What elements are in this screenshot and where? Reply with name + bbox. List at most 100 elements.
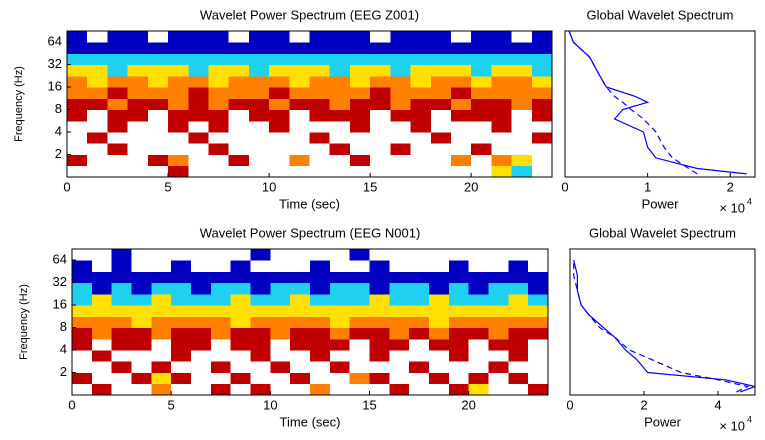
heat-cell (131, 293, 152, 306)
heat-cell (369, 249, 390, 261)
heat-cell (369, 305, 390, 317)
heat-cell (91, 282, 113, 295)
heat-cell (349, 53, 371, 66)
heat-cell (171, 249, 192, 261)
x-tick-label: 5 (164, 179, 171, 194)
heat-cell (528, 338, 548, 351)
heat-cell (127, 154, 149, 167)
heat-cell (430, 87, 452, 99)
heat-cell (468, 293, 490, 306)
heat-cell (329, 98, 351, 111)
heat-cell (248, 142, 270, 155)
heat-cell (131, 383, 152, 395)
x-exponent: 4 (747, 414, 752, 424)
heat-cell (309, 120, 331, 133)
heat-cell (491, 131, 513, 144)
heat-cell (228, 31, 250, 43)
heat-cell (147, 154, 169, 167)
heat-cell (450, 120, 472, 133)
heat-cell (410, 142, 432, 155)
heat-cell (349, 271, 371, 284)
heat-cell (208, 87, 230, 99)
heat-cell (91, 338, 113, 351)
heat-cell (91, 327, 113, 340)
heat-cell (389, 338, 410, 351)
heat-cell (448, 271, 470, 284)
heat-cell (508, 305, 529, 317)
spectrum-line (568, 31, 698, 175)
heat-cell (389, 316, 410, 329)
heat-cell (191, 260, 212, 272)
heat-cell (429, 360, 450, 373)
heat-cell (270, 293, 291, 306)
heat-cell (171, 271, 192, 284)
heat-cell (409, 305, 430, 317)
x-tick-label: 2 (727, 179, 734, 194)
axes-frame (71, 248, 549, 396)
heat-cell (188, 64, 210, 77)
heat-cell (248, 75, 270, 88)
heat-cell (349, 142, 371, 155)
heat-cell (269, 154, 290, 167)
heat-cell (369, 338, 390, 351)
heat-cell (329, 42, 351, 54)
heat-cell (389, 260, 410, 272)
heat-cell (429, 338, 450, 351)
heat-cell (448, 282, 470, 295)
heat-cell (270, 316, 291, 329)
heat-cell (230, 271, 252, 284)
heat-cell (370, 120, 391, 133)
heat-cell (230, 293, 252, 306)
heat-cell (349, 360, 371, 373)
heat-cell (430, 98, 452, 111)
heat-cell (531, 109, 552, 122)
heat-cell (389, 383, 410, 395)
x-tick-label: 15 (362, 397, 376, 412)
x-tick-label: 4 (714, 397, 721, 412)
heat-cell (488, 338, 509, 351)
heat-cell (87, 75, 109, 88)
heat-cell (511, 87, 533, 99)
y-tick-label: 2 (60, 364, 67, 379)
heat-cell (309, 75, 331, 88)
heat-cell (228, 75, 250, 88)
heat-cell (390, 42, 412, 54)
heat-cell (390, 131, 412, 144)
heat-cell (430, 42, 452, 54)
heat-cell (248, 120, 270, 133)
heat-cell (430, 165, 452, 177)
heat-cell (309, 154, 331, 167)
heat-cell (488, 293, 509, 306)
heat-cell (511, 31, 533, 43)
heat-cell (370, 42, 391, 54)
heat-cell (107, 98, 129, 111)
heat-cell (531, 120, 552, 133)
heat-cell (329, 87, 351, 99)
heat-cell (289, 64, 311, 77)
heat-cell (208, 31, 230, 43)
x-tick-label: 20 (464, 179, 478, 194)
heat-cell (269, 31, 290, 43)
heat-cell (531, 31, 552, 43)
heat-cell (389, 360, 410, 373)
heat-cell (250, 316, 271, 329)
panel-title: Global Wavelet Spectrum (589, 225, 736, 240)
heat-cell (131, 316, 152, 329)
heat-cell (171, 305, 192, 317)
heat-cell (91, 271, 113, 284)
heat-cell (168, 142, 189, 155)
heat-cell (127, 131, 149, 144)
heat-cell (210, 372, 232, 385)
heat-cell (151, 349, 172, 362)
heat-cell (72, 338, 93, 351)
heat-cell (429, 293, 450, 306)
heat-cell (511, 75, 533, 88)
heat-cell (147, 98, 169, 111)
heat-cell (471, 165, 492, 177)
heat-cell (531, 131, 552, 144)
heat-cell (511, 131, 533, 144)
heat-cell (171, 360, 192, 373)
heat-cell (309, 31, 331, 43)
heat-cell (309, 165, 331, 177)
